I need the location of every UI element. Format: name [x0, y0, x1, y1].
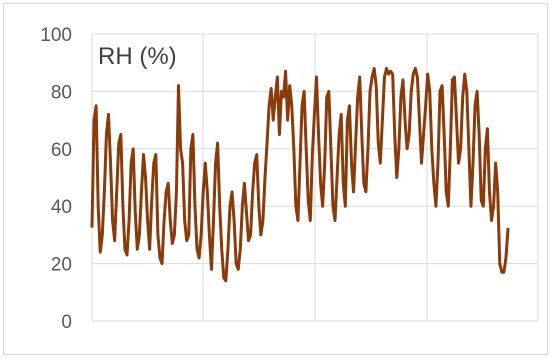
y-tick-label: 60: [51, 140, 72, 161]
y-tick-label: 0: [61, 312, 72, 333]
y-tick-label: 20: [51, 255, 72, 276]
chart-title: RH (%): [98, 43, 177, 70]
y-tick-label: 100: [40, 25, 72, 46]
series-line: [90, 66, 510, 283]
series-layer: [90, 66, 510, 283]
y-tick-label: 40: [51, 197, 72, 218]
y-tick-label: 80: [51, 82, 72, 103]
axis-layer: 0 20 40 60 80 100: [40, 25, 72, 333]
